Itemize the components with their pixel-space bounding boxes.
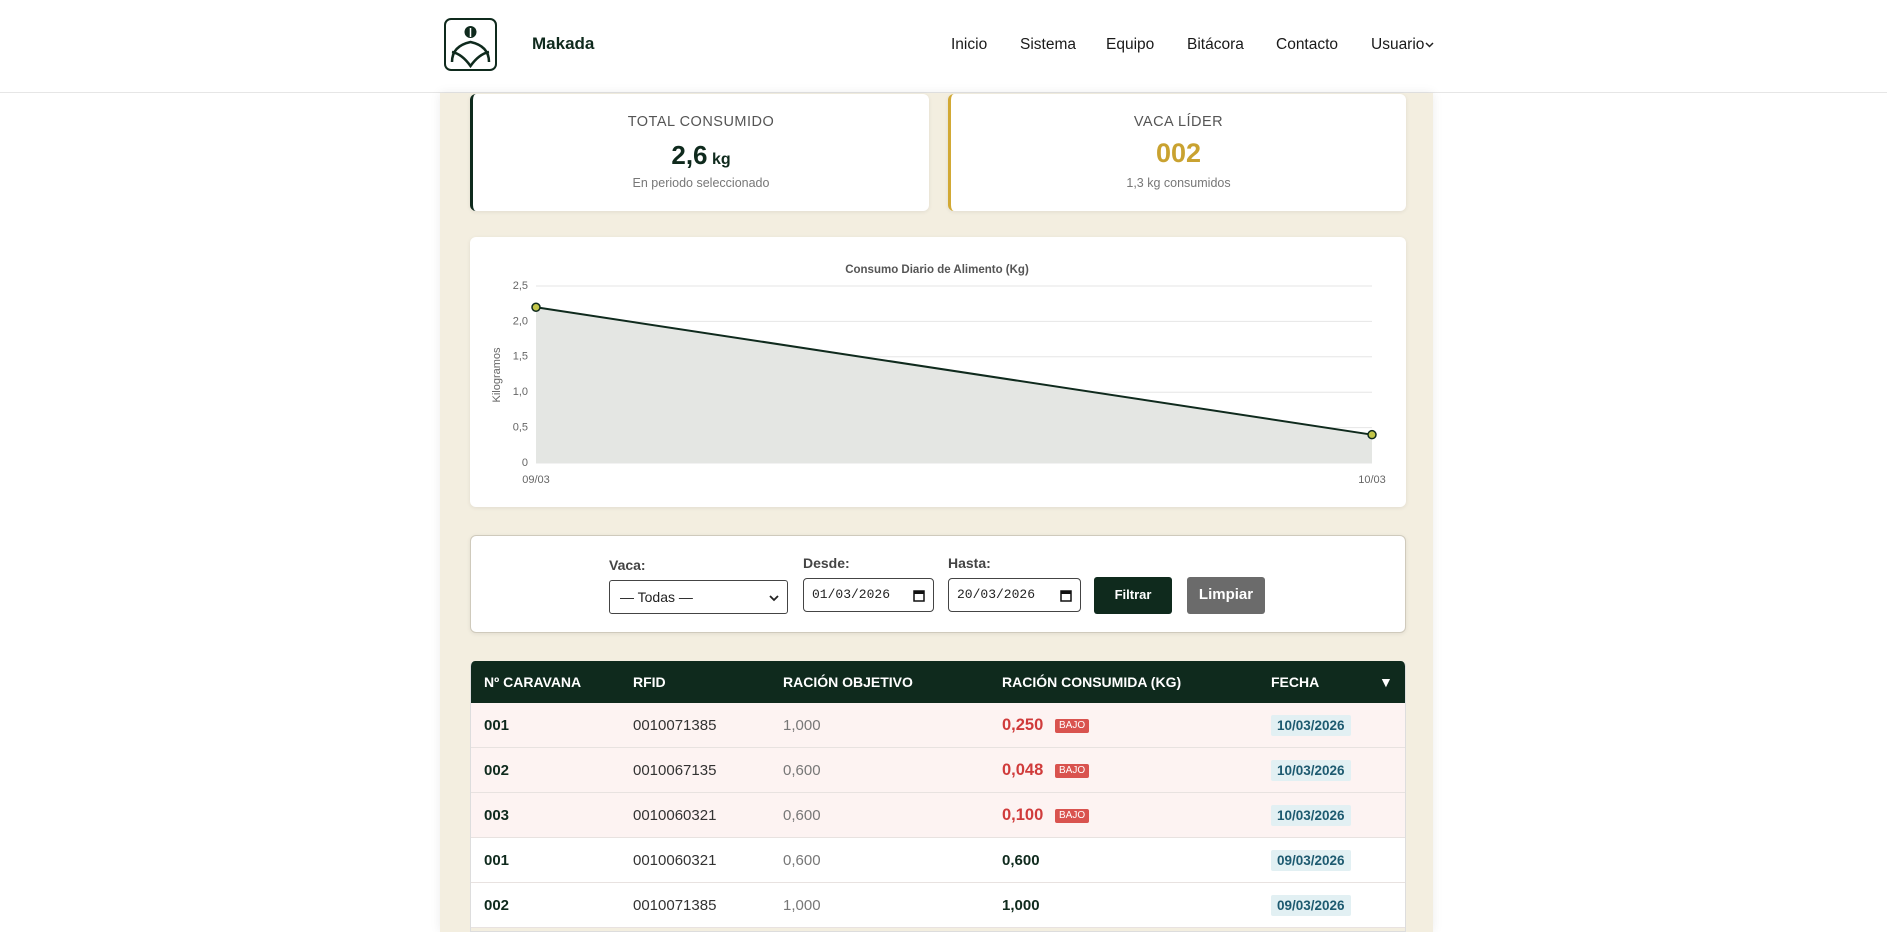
- cell-caravana: 003: [484, 807, 510, 824]
- cell-objetivo: 1,000: [783, 717, 821, 734]
- date-badge: 09/03/2026: [1271, 850, 1351, 871]
- cell-consumida: 0,600: [1002, 852, 1040, 869]
- table-row: 002 0010067135 0,600 0,048 BAJO 10/03/2026: [471, 748, 1405, 793]
- point: [1367, 429, 1377, 440]
- logo[interactable]: [444, 18, 497, 71]
- table-row: 001 0010060321 0,600 0,600 09/03/2026: [471, 838, 1405, 883]
- cell-objetivo: 0,600: [783, 762, 821, 779]
- stat-label: VACA LÍDER: [1133, 114, 1224, 130]
- nav-link[interactable]: Contacto: [1276, 36, 1339, 53]
- date-desde[interactable]: 01/03/2026: [803, 578, 934, 612]
- x-tick-label: 09/03: [522, 474, 550, 486]
- filter-label: Hasta:: [948, 555, 991, 571]
- cell-rfid: 0010071385: [633, 897, 717, 914]
- stat-note: 1,3 kg consumidos: [1126, 176, 1231, 190]
- chart-card: Consumo Diario de Alimento (Kg) Kilogram…: [470, 237, 1406, 507]
- filter-button[interactable]: Filtrar: [1094, 577, 1172, 614]
- column-header[interactable]: Nº CARAVANA: [484, 674, 582, 690]
- clear-button[interactable]: Limpiar: [1187, 577, 1265, 614]
- chevron: [769, 595, 779, 602]
- y-tick-label: 0,5: [513, 422, 528, 434]
- cell-rfid: 0010071385: [633, 717, 717, 734]
- header: Makada Inicio Sistema Equipo Bitácora Co…: [0, 0, 1887, 93]
- stat-label: TOTAL CONSUMIDO: [627, 114, 775, 130]
- x-tick-label: 10/03: [1358, 474, 1386, 486]
- column-header[interactable]: RACIÓN CONSUMIDA (KG): [1002, 674, 1182, 690]
- chart: Consumo Diario de Alimento (Kg) Kilogram…: [491, 264, 1386, 486]
- select-value: — Todas —: [620, 589, 693, 605]
- date-badge: 10/03/2026: [1271, 805, 1351, 826]
- cell-objetivo: 0,600: [783, 852, 821, 869]
- area: [536, 307, 1372, 463]
- cell-caravana: 002: [484, 762, 510, 779]
- y-tick-label: 1,0: [513, 386, 528, 398]
- date-value: 20/03/2026: [957, 587, 1036, 602]
- nav-link[interactable]: Usuario: [1371, 36, 1425, 53]
- filter-label: Desde:: [803, 555, 850, 571]
- calendar-icon: [913, 590, 925, 602]
- stat-value: 002: [1155, 138, 1202, 168]
- y-axis-label: Kilogramos: [491, 347, 503, 403]
- cell-caravana: 002: [484, 897, 510, 914]
- cell-rfid: 0010060321: [633, 852, 717, 869]
- stat-card: VACA LÍDER 002 1,3 kg consumidos: [948, 94, 1406, 211]
- calendar-icon: [1060, 590, 1072, 602]
- table: Nº CARAVANA RFID RACIÓN OBJETIVO RACIÓN CON…: [470, 661, 1406, 932]
- badge-bajo: BAJO: [1055, 719, 1090, 733]
- brand[interactable]: Makada: [532, 34, 595, 53]
- nav-link[interactable]: Equipo: [1106, 36, 1155, 53]
- cell-objetivo: 1,000: [783, 897, 821, 914]
- table-row: 003 0010060321 0,600 0,100 BAJO 10/03/2026: [471, 793, 1405, 838]
- y-tick-label: 1,5: [513, 351, 528, 363]
- column-header[interactable]: RACIÓN OBJETIVO: [783, 674, 913, 690]
- date-value: 01/03/2026: [812, 587, 891, 602]
- y-tick-label: 2,0: [513, 315, 528, 327]
- select-vaca[interactable]: — Todas —: [609, 580, 788, 614]
- stat-note: En periodo seleccionado: [632, 176, 770, 190]
- nav-link[interactable]: Inicio: [951, 36, 988, 53]
- cell-caravana: 001: [484, 717, 510, 734]
- cell-caravana: 001: [484, 852, 510, 869]
- stat-value-wrap: 2,6 kg: [473, 140, 929, 171]
- nav-link[interactable]: Bitácora: [1187, 36, 1244, 53]
- table-row: 002 0010071385 1,000 1,000 09/03/2026: [471, 883, 1405, 928]
- date-badge: 09/03/2026: [1271, 895, 1351, 916]
- y-tick-label: 0: [522, 457, 528, 469]
- chevron: [1425, 42, 1434, 48]
- chart-title: Consumo Diario de Alimento (Kg): [845, 264, 1029, 276]
- stat-unit: kg: [711, 151, 731, 168]
- column-header[interactable]: RFID: [633, 674, 666, 690]
- sort-indicator[interactable]: ▼: [1379, 674, 1393, 690]
- cell-consumida: 0,100: [1002, 806, 1044, 824]
- cell-objetivo: 0,600: [783, 807, 821, 824]
- badge-bajo: BAJO: [1055, 809, 1090, 823]
- cell-consumida: 0,250: [1002, 716, 1044, 734]
- cell-rfid: 0010060321: [633, 807, 717, 824]
- line: [535, 306, 1373, 436]
- stat-card: TOTAL CONSUMIDO 2,6 kg En periodo selecc…: [470, 94, 929, 211]
- table-row: 001 0010071385 1,000 0,250 BAJO 10/03/2026: [471, 703, 1405, 748]
- cell-consumida: 0,048: [1002, 761, 1044, 779]
- table-header: Nº CARAVANA RFID RACIÓN OBJETIVO RACIÓN CON…: [471, 661, 1405, 703]
- date-badge: 10/03/2026: [1271, 715, 1351, 736]
- column-header[interactable]: FECHA: [1271, 674, 1320, 690]
- nav-link[interactable]: Sistema: [1020, 36, 1076, 53]
- y-tick-label: 2,5: [513, 280, 528, 292]
- date-hasta[interactable]: 20/03/2026: [948, 578, 1081, 612]
- stat-value: 2,6: [671, 140, 708, 170]
- point: [531, 302, 541, 312]
- badge-bajo: BAJO: [1055, 764, 1090, 778]
- cell-rfid: 0010067135: [633, 762, 717, 779]
- date-badge: 10/03/2026: [1271, 760, 1351, 781]
- cell-consumida: 1,000: [1002, 897, 1040, 914]
- filter-label: Vaca:: [609, 557, 646, 573]
